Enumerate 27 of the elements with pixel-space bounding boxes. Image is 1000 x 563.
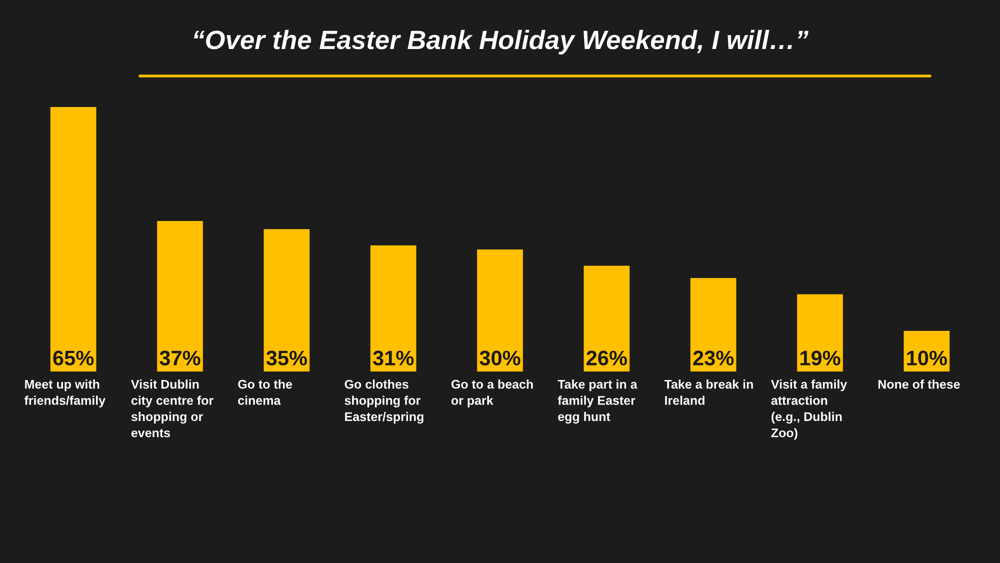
x-tick-label: Go clothes shopping for Easter/spring <box>344 380 424 424</box>
x-tick-label: Visit a family attraction (e.g., Dublin Zoo) <box>771 380 848 440</box>
bar <box>157 220 203 372</box>
x-tick-label: Meet up with friends/family <box>24 380 106 408</box>
data-label: 31% <box>372 350 414 366</box>
bar <box>370 245 416 372</box>
bar <box>797 294 843 372</box>
bar <box>477 249 523 372</box>
x-tick-label: Visit Dublin city centre for shopping or events <box>131 380 214 438</box>
data-label: 35% <box>266 350 307 366</box>
data-label: 26% <box>586 350 627 366</box>
bar <box>690 278 736 372</box>
data-label: 37% <box>160 350 200 366</box>
x-tick-label: Go to a beach or park <box>451 380 533 408</box>
chart-title: “Over the Easter Bank Holiday Weekend, I will…” <box>194 30 808 55</box>
data-label: 23% <box>693 350 734 366</box>
bar <box>264 229 310 372</box>
data-label: 65% <box>53 350 94 366</box>
x-tick-label: None of these <box>878 380 960 389</box>
bar <box>584 266 630 372</box>
bar <box>50 106 96 372</box>
data-label: 10% <box>907 350 947 366</box>
x-tick-label: Go to the cinema <box>238 380 292 405</box>
x-tick-label: Take a break in Ireland <box>664 380 753 405</box>
data-label: 30% <box>480 350 520 366</box>
data-label: 19% <box>800 350 840 366</box>
x-tick-label: Take part in a family Easter egg hunt <box>558 380 638 424</box>
